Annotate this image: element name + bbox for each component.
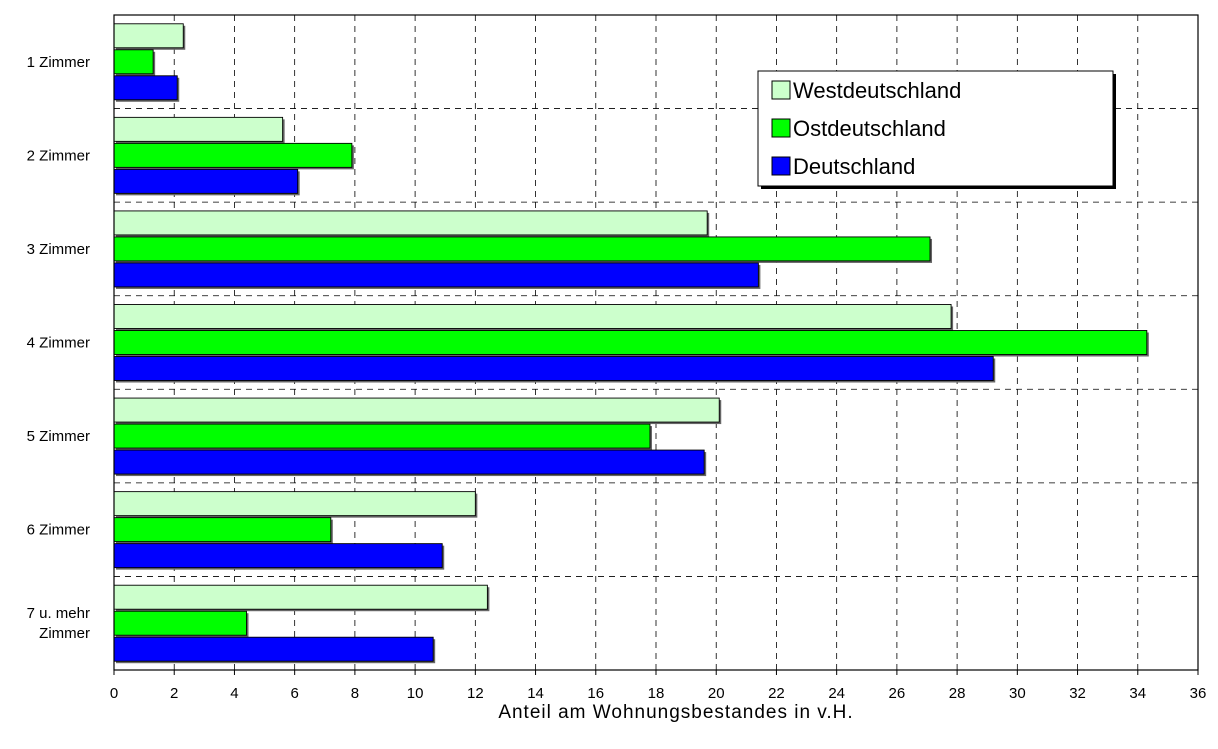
category-label: 3 Zimmer: [27, 241, 90, 258]
x-tick-label: 14: [527, 685, 544, 702]
x-axis-title: Anteil am Wohnungsbestandes in v.H.: [498, 702, 853, 723]
x-tick-label: 24: [828, 685, 845, 702]
bar-ostdeutschland: [113, 330, 1148, 355]
x-tick-label: 30: [1009, 685, 1026, 702]
bar-ostdeutschland: [113, 610, 247, 636]
bar-deutschland: [113, 168, 299, 194]
bar-ostdeutschland: [113, 517, 332, 543]
y-axis-category-labels: 1 Zimmer 2 Zimmer 3 Zimmer 4 Zimmer 5 Zimmer…: [27, 54, 90, 642]
bar-deutschland: [113, 262, 759, 288]
x-tick-label: 34: [1129, 685, 1146, 702]
legend-swatch: [771, 80, 791, 100]
bar-ostdeutschland: [113, 236, 931, 262]
bar-deutschland: [113, 543, 443, 569]
category-label: 6 Zimmer: [27, 522, 90, 539]
bar-deutschland: [113, 356, 994, 381]
x-tick-label: 6: [290, 685, 298, 702]
x-tick-label: 18: [648, 685, 665, 702]
x-tick-label: 20: [708, 685, 725, 702]
x-axis-ticks: 0 2 4 6 8 10 12 14 16 18 20 22 24 26 28 30 32 34 36: [110, 670, 1207, 702]
category-label: 2 Zimmer: [27, 147, 90, 164]
bar-westdeutschland: [113, 584, 488, 610]
bar-westdeutschland: [113, 23, 184, 49]
bar-ostdeutschland: [113, 49, 154, 75]
legend-label: Ostdeutschland: [793, 116, 946, 141]
category-label: 7 u. mehr: [27, 605, 90, 622]
bar-westdeutschland: [113, 210, 708, 236]
bar-deutschland: [113, 75, 178, 101]
x-tick-label: 36: [1190, 685, 1207, 702]
x-tick-label: 22: [768, 685, 785, 702]
legend-box: [757, 70, 1114, 187]
bar-ostdeutschland: [113, 142, 353, 168]
bars: [113, 23, 1149, 664]
category-label: 5 Zimmer: [27, 428, 90, 445]
x-tick-label: 4: [230, 685, 238, 702]
x-tick-label: 2: [170, 685, 178, 702]
legend: Westdeutschland Ostdeutschland Deutschland: [757, 70, 1116, 189]
category-label: 1 Zimmer: [27, 54, 90, 71]
bar-westdeutschland: [113, 491, 476, 517]
x-tick-label: 10: [407, 685, 424, 702]
category-label: Zimmer: [39, 625, 90, 642]
legend-swatch: [771, 118, 791, 138]
legend-label: Deutschland: [793, 154, 915, 179]
legend-swatch: [771, 156, 791, 176]
x-tick-label: 26: [889, 685, 906, 702]
legend-label: Westdeutschland: [793, 78, 961, 103]
x-tick-label: 12: [467, 685, 484, 702]
bar-deutschland: [113, 449, 705, 475]
x-tick-label: 32: [1069, 685, 1086, 702]
x-tick-label: 28: [949, 685, 966, 702]
bar-ostdeutschland: [113, 423, 651, 449]
x-tick-label: 8: [351, 685, 359, 702]
bar-westdeutschland: [113, 304, 952, 329]
category-label: 4 Zimmer: [27, 335, 90, 352]
bar-deutschland: [113, 636, 434, 662]
x-tick-label: 0: [110, 685, 118, 702]
bar-westdeutschland: [113, 397, 720, 423]
bar-westdeutschland: [113, 116, 284, 142]
x-tick-label: 16: [587, 685, 604, 702]
